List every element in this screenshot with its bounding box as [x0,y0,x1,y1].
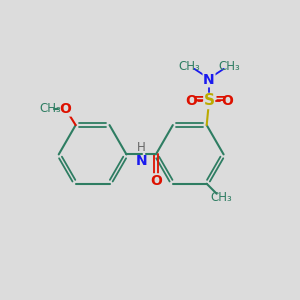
Text: CH₃: CH₃ [178,60,200,73]
Text: CH₃: CH₃ [218,60,240,73]
Text: O: O [185,94,197,108]
Text: =: = [192,92,204,106]
Text: O: O [221,94,233,108]
Text: N: N [135,154,147,168]
Text: O: O [150,174,162,188]
Text: =: = [214,92,226,106]
Text: CH₃: CH₃ [211,191,232,204]
Text: O: O [59,102,71,116]
Text: N: N [203,73,215,87]
Text: S: S [203,93,214,108]
Text: CH₃: CH₃ [39,102,61,116]
Text: H: H [137,141,146,154]
